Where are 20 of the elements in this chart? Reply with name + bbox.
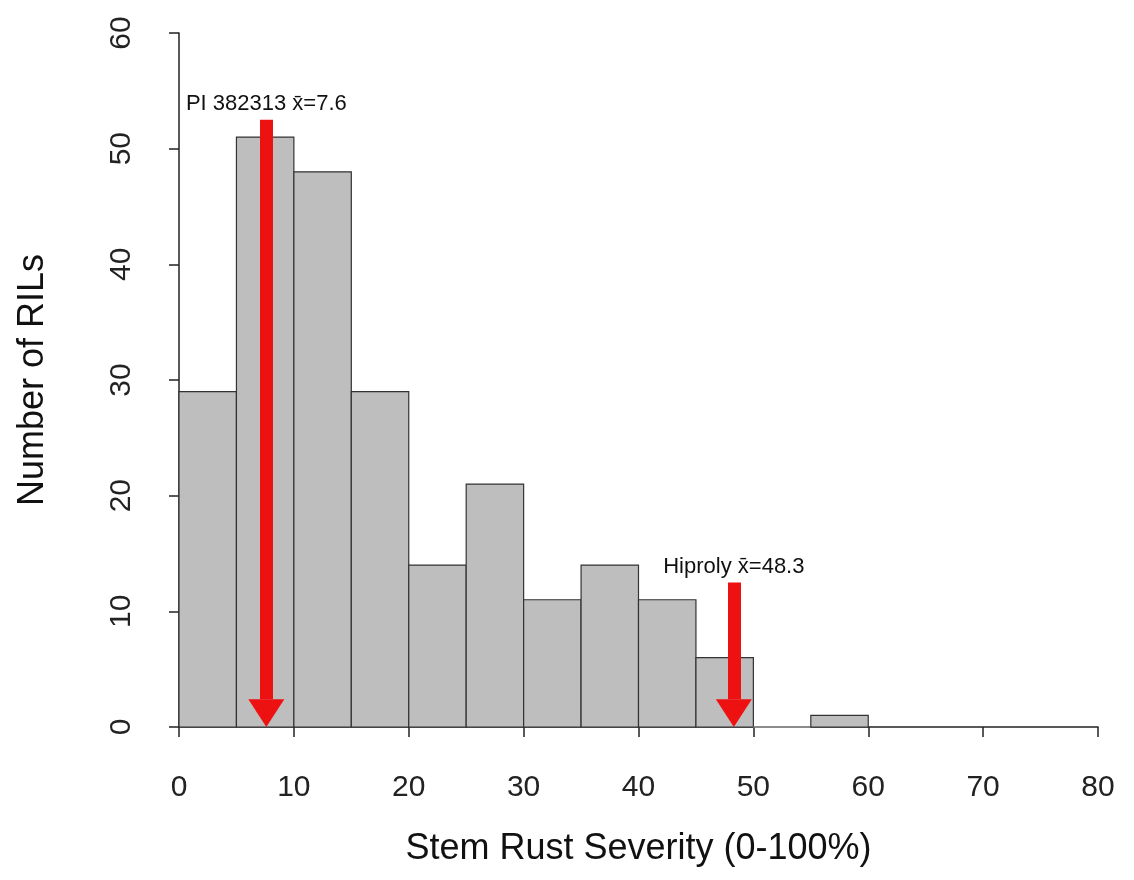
y-tick-label: 0 bbox=[102, 718, 136, 736]
x-tick-label: 60 bbox=[851, 768, 885, 802]
ref-line-label: PI 382313 x̄=7.6 bbox=[185, 90, 347, 116]
x-tick-label: 10 bbox=[277, 768, 311, 802]
y-tick-label: 40 bbox=[102, 247, 136, 282]
y-tick-label: 50 bbox=[102, 131, 136, 166]
y-axis-title: Number of RILs bbox=[9, 253, 51, 507]
y-tick-label: 30 bbox=[102, 363, 136, 397]
x-tick-label: 70 bbox=[966, 768, 1000, 802]
x-tick-label: 80 bbox=[1081, 768, 1115, 802]
y-tick-label: 10 bbox=[102, 594, 136, 629]
x-axis-title: Stem Rust Severity (0-100%) bbox=[405, 825, 872, 867]
x-tick-label: 40 bbox=[621, 768, 656, 802]
x-tick-label: 20 bbox=[392, 768, 426, 802]
x-tick-label: 30 bbox=[506, 768, 541, 802]
y-tick-label: 20 bbox=[102, 478, 136, 513]
x-tick-label: 50 bbox=[736, 768, 771, 802]
y-tick-label: 60 bbox=[102, 16, 136, 50]
x-tick-label: 0 bbox=[170, 768, 188, 802]
ref-line-label: Hiproly x̄=48.3 bbox=[663, 552, 805, 578]
